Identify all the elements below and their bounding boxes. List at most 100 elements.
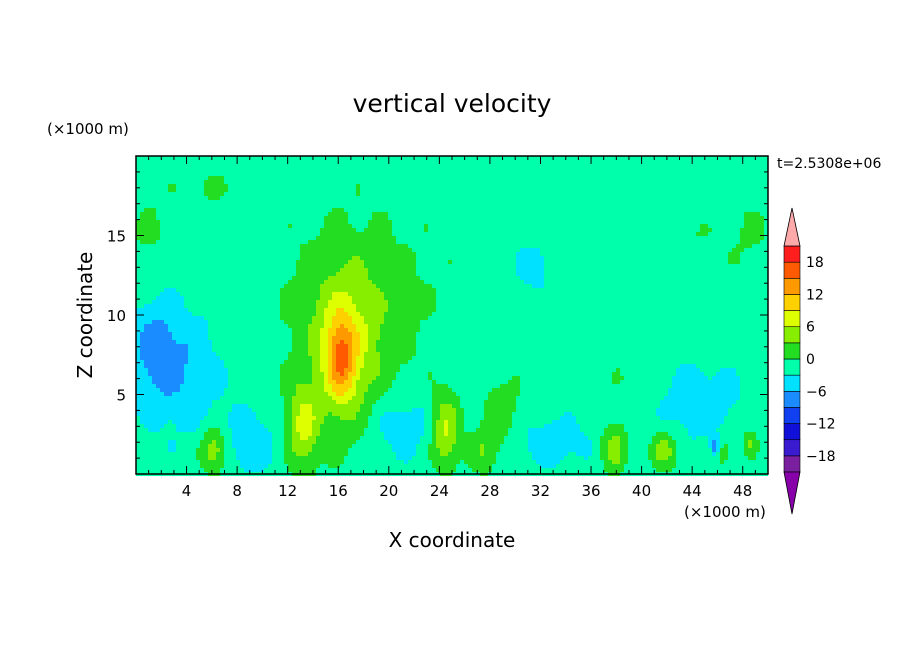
- field-cell: [712, 156, 716, 160]
- field-cell: [440, 228, 444, 232]
- field-cell: [176, 204, 180, 208]
- field-cell: [668, 216, 672, 220]
- field-cell: [300, 160, 304, 164]
- field-cell: [180, 212, 184, 216]
- field-cell: [584, 168, 588, 172]
- field-cell: [556, 256, 560, 260]
- field-cell: [756, 248, 760, 252]
- field-cell: [264, 268, 268, 272]
- field-cell: [432, 248, 436, 252]
- field-cell: [308, 228, 312, 232]
- field-cell: [696, 172, 700, 176]
- field-cell: [272, 212, 276, 216]
- field-cell: [220, 256, 224, 260]
- field-cell: [548, 208, 552, 212]
- field-cell: [376, 252, 380, 256]
- field-cell: [536, 188, 540, 192]
- field-cell: [612, 260, 616, 264]
- field-cell: [672, 168, 676, 172]
- field-cell: [308, 236, 312, 240]
- field-cell: [324, 172, 328, 176]
- field-cell: [716, 196, 720, 200]
- field-cell: [520, 244, 524, 248]
- field-cell: [564, 228, 568, 232]
- field-cell: [208, 212, 212, 216]
- field-cell: [384, 220, 388, 224]
- field-cell: [344, 276, 348, 280]
- field-cell: [168, 232, 172, 236]
- field-cell: [460, 240, 464, 244]
- field-cell: [664, 224, 668, 228]
- field-cell: [560, 196, 564, 200]
- field-cell: [172, 176, 176, 180]
- field-cell: [168, 192, 172, 196]
- field-cell: [388, 244, 392, 248]
- field-cell: [512, 180, 516, 184]
- field-cell: [184, 260, 188, 264]
- field-cell: [512, 232, 516, 236]
- field-cell: [744, 268, 748, 272]
- field-cell: [692, 212, 696, 216]
- field-cell: [260, 216, 264, 220]
- field-cell: [344, 156, 348, 160]
- field-cell: [616, 216, 620, 220]
- field-cell: [284, 280, 288, 284]
- field-cell: [548, 156, 552, 160]
- field-cell: [652, 244, 656, 248]
- field-cell: [356, 168, 360, 172]
- field-cell: [424, 160, 428, 164]
- field-cell: [192, 220, 196, 224]
- field-cell: [136, 176, 140, 180]
- field-cell: [224, 196, 228, 200]
- field-cell: [684, 256, 688, 260]
- field-cell: [532, 264, 536, 268]
- field-cell: [664, 176, 668, 180]
- field-cell: [636, 216, 640, 220]
- field-cell: [652, 256, 656, 260]
- field-cell: [740, 252, 744, 256]
- field-cell: [280, 224, 284, 228]
- field-cell: [592, 208, 596, 212]
- field-cell: [252, 168, 256, 172]
- field-cell: [676, 180, 680, 184]
- field-cell: [288, 264, 292, 268]
- field-cell: [700, 216, 704, 220]
- field-cell: [516, 264, 520, 268]
- field-cell: [616, 180, 620, 184]
- field-cell: [236, 248, 240, 252]
- field-cell: [356, 236, 360, 240]
- field-cell: [176, 156, 180, 160]
- field-cell: [508, 176, 512, 180]
- field-cell: [232, 220, 236, 224]
- field-cell: [180, 220, 184, 224]
- field-cell: [324, 160, 328, 164]
- field-cell: [484, 272, 488, 276]
- field-cell: [676, 184, 680, 188]
- field-cell: [324, 208, 328, 212]
- field-cell: [748, 252, 752, 256]
- field-cell: [148, 252, 152, 256]
- field-cell: [360, 176, 364, 180]
- field-cell: [388, 172, 392, 176]
- field-cell: [648, 244, 652, 248]
- field-cell: [416, 208, 420, 212]
- field-cell: [472, 272, 476, 276]
- field-cell: [664, 196, 668, 200]
- field-cell: [540, 232, 544, 236]
- field-cell: [620, 220, 624, 224]
- field-cell: [284, 164, 288, 168]
- field-cell: [528, 240, 532, 244]
- field-cell: [532, 156, 536, 160]
- field-cell: [188, 256, 192, 260]
- field-cell: [624, 192, 628, 196]
- field-cell: [160, 196, 164, 200]
- field-cell: [292, 208, 296, 212]
- field-cell: [588, 196, 592, 200]
- field-cell: [524, 268, 528, 272]
- field-cell: [296, 168, 300, 172]
- field-cell: [312, 156, 316, 160]
- field-cell: [412, 220, 416, 224]
- field-cell: [548, 164, 552, 168]
- field-cell: [456, 228, 460, 232]
- field-cell: [640, 192, 644, 196]
